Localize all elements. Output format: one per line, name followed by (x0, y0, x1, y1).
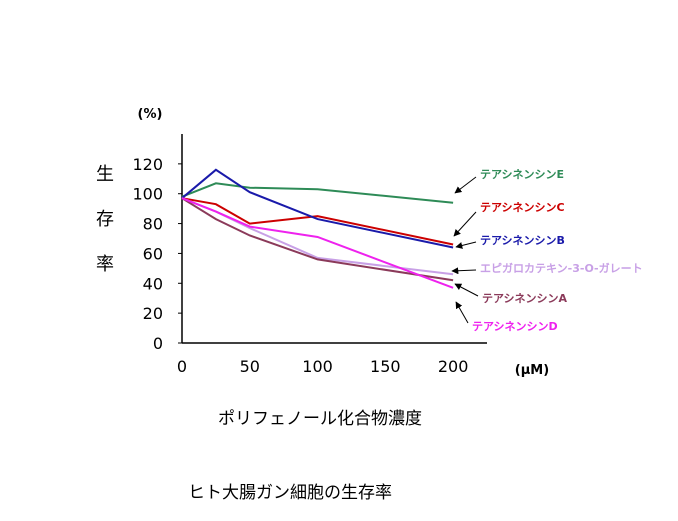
x-axis-title: ポリフェノール化合物濃度 (0, 404, 640, 429)
legend-label: テアシネンシンE (480, 168, 564, 181)
series-line (182, 183, 453, 202)
y-tick-label: 100 (132, 185, 163, 204)
legend-arrow (452, 270, 476, 271)
y-tick-label: 20 (143, 304, 163, 323)
x-tick-label: 0 (177, 357, 187, 376)
axes (182, 134, 487, 343)
y-unit-label: (%) (138, 107, 163, 122)
y-tick-label: 120 (132, 155, 163, 174)
legend-label: テアシネンシンB (480, 234, 565, 247)
x-tick-label: 150 (370, 357, 401, 376)
legend-arrow (454, 212, 476, 236)
legend-arrow (455, 284, 478, 296)
legend-label: エピガロカテキン-3-O-ガレート (480, 261, 643, 275)
legend-label: テアシネンシンC (480, 201, 565, 214)
y-axis-title-char: 生 (96, 164, 114, 185)
legend-label: テアシネンシンA (482, 292, 568, 305)
x-tick-label: 50 (240, 357, 260, 376)
series-lines (182, 170, 453, 288)
x-unit-label: (μM) (515, 363, 549, 378)
figure-caption: ヒト大腸ガン細胞の生存率 (0, 478, 610, 503)
legend-annotations: テアシネンシンE テアシネンシンC テアシネンシンB エピガロカテキン-3-O-ガレー… (452, 168, 643, 333)
y-tick-label: 60 (143, 244, 163, 263)
legend-arrow (456, 302, 468, 323)
y-tick-label: 80 (143, 215, 163, 234)
y-tick-label: 0 (153, 334, 163, 353)
x-tick-label: 100 (302, 357, 333, 376)
y-axis-title-char: 率 (96, 254, 114, 275)
legend-arrow (455, 177, 476, 193)
line-chart: 020406080100120050100150200 テアシネンシンEテアシネ… (0, 0, 678, 400)
y-axis-title-char: 存 (96, 209, 114, 230)
legend-arrow (456, 242, 476, 247)
x-tick-label: 200 (438, 357, 469, 376)
legend-label: テアシネンシンD (472, 320, 558, 333)
y-tick-label: 40 (143, 274, 163, 293)
